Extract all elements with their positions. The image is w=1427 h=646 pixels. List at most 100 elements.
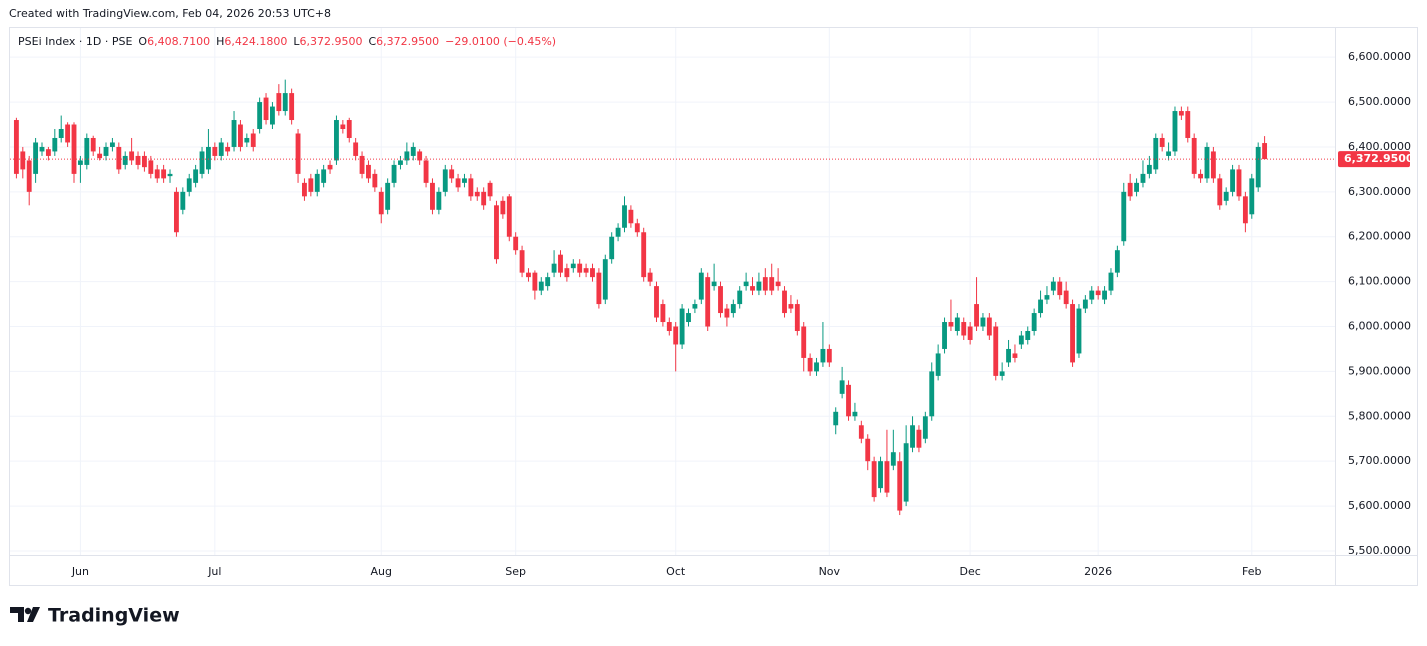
candle-body bbox=[974, 304, 979, 327]
x-tick-label: Oct bbox=[666, 565, 686, 578]
candle-body bbox=[52, 137, 58, 152]
candle-body bbox=[238, 124, 243, 147]
candle-body bbox=[180, 191, 186, 210]
x-tick-label: Jun bbox=[71, 565, 89, 578]
candle-body bbox=[506, 196, 512, 237]
brand-name: TradingView bbox=[48, 605, 180, 627]
candle-body bbox=[1031, 313, 1037, 332]
candle-body bbox=[218, 142, 224, 156]
candle-body bbox=[1146, 164, 1152, 174]
candle-body bbox=[154, 169, 160, 179]
candle-body bbox=[942, 322, 947, 349]
candle-body bbox=[615, 227, 621, 237]
candle-body bbox=[737, 290, 743, 305]
candle-body bbox=[692, 304, 698, 309]
candle-body bbox=[430, 182, 435, 210]
x-tick-label: Dec bbox=[959, 565, 980, 578]
candle-body bbox=[116, 146, 122, 170]
candle-body bbox=[193, 169, 199, 183]
candle-body bbox=[205, 146, 211, 170]
candle-body bbox=[801, 326, 807, 358]
ohlc-key: L bbox=[293, 35, 300, 48]
y-tick-label: 5,800.0000 bbox=[1348, 409, 1411, 422]
candle-body bbox=[929, 371, 935, 417]
candle-body bbox=[564, 268, 570, 278]
candle-body bbox=[1012, 353, 1018, 358]
candle-body bbox=[455, 178, 461, 188]
candle-body bbox=[302, 182, 307, 197]
candle-body bbox=[410, 146, 416, 156]
candle-body bbox=[39, 146, 45, 152]
candle-body bbox=[756, 281, 762, 291]
x-tick-label: Nov bbox=[819, 565, 841, 578]
candle-body bbox=[231, 120, 237, 147]
candle-body bbox=[999, 371, 1005, 376]
candle-body bbox=[858, 425, 864, 439]
candle-body bbox=[916, 429, 922, 448]
x-tick-label: Feb bbox=[1242, 565, 1261, 578]
candle-body bbox=[103, 146, 109, 156]
candle-body bbox=[724, 308, 730, 318]
candle-body bbox=[276, 93, 282, 112]
candle-body bbox=[212, 146, 218, 156]
candle-body bbox=[820, 348, 826, 363]
candle-body bbox=[526, 272, 531, 278]
candle-body bbox=[58, 129, 64, 138]
candle-body bbox=[769, 277, 775, 291]
y-tick-label: 6,600.0000 bbox=[1348, 50, 1411, 63]
candle-body bbox=[257, 102, 263, 130]
y-tick-label: 6,000.0000 bbox=[1348, 320, 1411, 333]
candles bbox=[13, 79, 1268, 516]
candle-body bbox=[538, 281, 544, 291]
x-tick-label: Sep bbox=[505, 565, 526, 578]
candle-body bbox=[1223, 191, 1229, 201]
candle-body bbox=[1025, 331, 1031, 340]
candle-body bbox=[334, 120, 339, 161]
candle-body bbox=[833, 411, 839, 426]
candle-body bbox=[244, 137, 250, 143]
candle-body bbox=[865, 438, 871, 462]
last-price-label: 6,372.9500 bbox=[1344, 152, 1414, 165]
candle-body bbox=[346, 120, 352, 138]
candle-body bbox=[788, 304, 794, 309]
candle-body bbox=[1140, 173, 1146, 183]
y-tick-label: 6,400.0000 bbox=[1348, 140, 1411, 153]
candle-body bbox=[807, 357, 813, 372]
last-price-tag bbox=[1338, 151, 1410, 168]
ohlc-value: 6,372.9500 bbox=[376, 35, 439, 48]
candle-body bbox=[161, 169, 167, 179]
candle-body bbox=[628, 209, 634, 224]
candle-body bbox=[1102, 290, 1107, 300]
candle-body bbox=[1082, 299, 1088, 309]
candle-body bbox=[13, 120, 19, 174]
candle-body bbox=[794, 304, 800, 332]
candle-body bbox=[532, 272, 538, 291]
candle-body bbox=[622, 205, 627, 228]
x-tick-label: Jul bbox=[207, 565, 221, 578]
candle-body bbox=[417, 151, 423, 161]
candle-body bbox=[141, 155, 147, 168]
candle-body bbox=[385, 182, 391, 210]
candle-body bbox=[666, 322, 672, 332]
candle-body bbox=[775, 281, 781, 287]
candle-body bbox=[90, 137, 96, 152]
candle-body bbox=[250, 133, 256, 147]
y-tick-label: 5,500.0000 bbox=[1348, 544, 1411, 557]
candle-body bbox=[1018, 335, 1024, 345]
candle-body bbox=[173, 191, 179, 233]
ohlc-key: O bbox=[138, 35, 147, 48]
candle-body bbox=[65, 124, 71, 143]
candle-body bbox=[903, 443, 909, 502]
candle-body bbox=[558, 254, 563, 273]
candle-body bbox=[986, 317, 992, 336]
candle-body bbox=[366, 164, 371, 179]
chart-header: PSEi Index · 1D · PSE O6,408.7100 H6,424.1… bbox=[18, 35, 556, 48]
candle-body bbox=[1006, 348, 1011, 363]
candle-body bbox=[826, 348, 832, 363]
candle-body bbox=[654, 286, 659, 318]
ohlc-value: 6,372.9500 bbox=[299, 35, 362, 48]
grid bbox=[10, 28, 1335, 555]
candle-body bbox=[481, 191, 487, 206]
candle-body bbox=[1070, 304, 1075, 363]
